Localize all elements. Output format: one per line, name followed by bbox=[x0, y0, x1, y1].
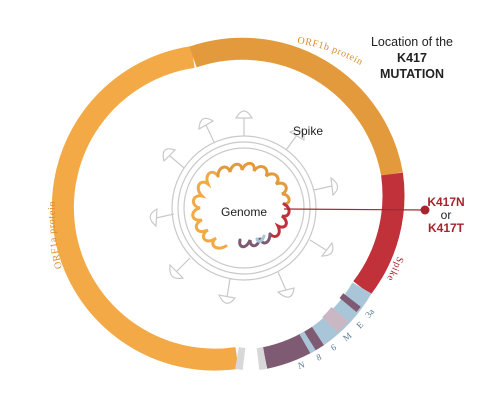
gene-band-m bbox=[322, 306, 349, 333]
coil-accessory bbox=[238, 232, 272, 249]
spike-center-label: Spike bbox=[293, 124, 323, 138]
orf1b-segment bbox=[189, 37, 403, 177]
gene-label-e: E bbox=[354, 319, 365, 330]
coil-orf1b bbox=[216, 161, 291, 206]
genome-coil bbox=[191, 161, 291, 250]
mutation-a-label: K417N bbox=[427, 195, 464, 209]
gene-label-8: 8 bbox=[315, 352, 323, 363]
gene-label-n: N bbox=[297, 359, 306, 370]
accessory-blue-segment bbox=[311, 282, 372, 345]
outer-ring bbox=[51, 37, 405, 371]
orf1a-segment bbox=[51, 46, 239, 371]
accessory-purple-segment bbox=[262, 326, 325, 369]
header-line3: MUTATION bbox=[380, 67, 444, 81]
header-line1: Location of the bbox=[371, 35, 453, 49]
spike-segment bbox=[353, 172, 405, 295]
terminal-cap-start bbox=[235, 347, 246, 370]
gene-label-6: 6 bbox=[329, 342, 338, 353]
or-label: or bbox=[441, 208, 452, 222]
callout-dot bbox=[420, 205, 430, 215]
genome-label: Genome bbox=[221, 205, 267, 219]
coil-accessory-light bbox=[255, 234, 266, 243]
header-line2: K417 bbox=[397, 51, 427, 65]
gene-label-m: M bbox=[341, 330, 353, 343]
virus-outline bbox=[149, 110, 339, 304]
gene-band-6 bbox=[299, 331, 316, 354]
terminal-cap-end bbox=[256, 347, 267, 370]
virus-spikes bbox=[149, 110, 339, 304]
mutation-b-label: K417T bbox=[428, 221, 465, 235]
callout-line bbox=[283, 208, 426, 211]
gene-band-e bbox=[339, 293, 361, 313]
coil-spike bbox=[268, 202, 291, 238]
gene-label-3a: 3a bbox=[363, 307, 376, 320]
coil-orf1a bbox=[191, 170, 228, 250]
